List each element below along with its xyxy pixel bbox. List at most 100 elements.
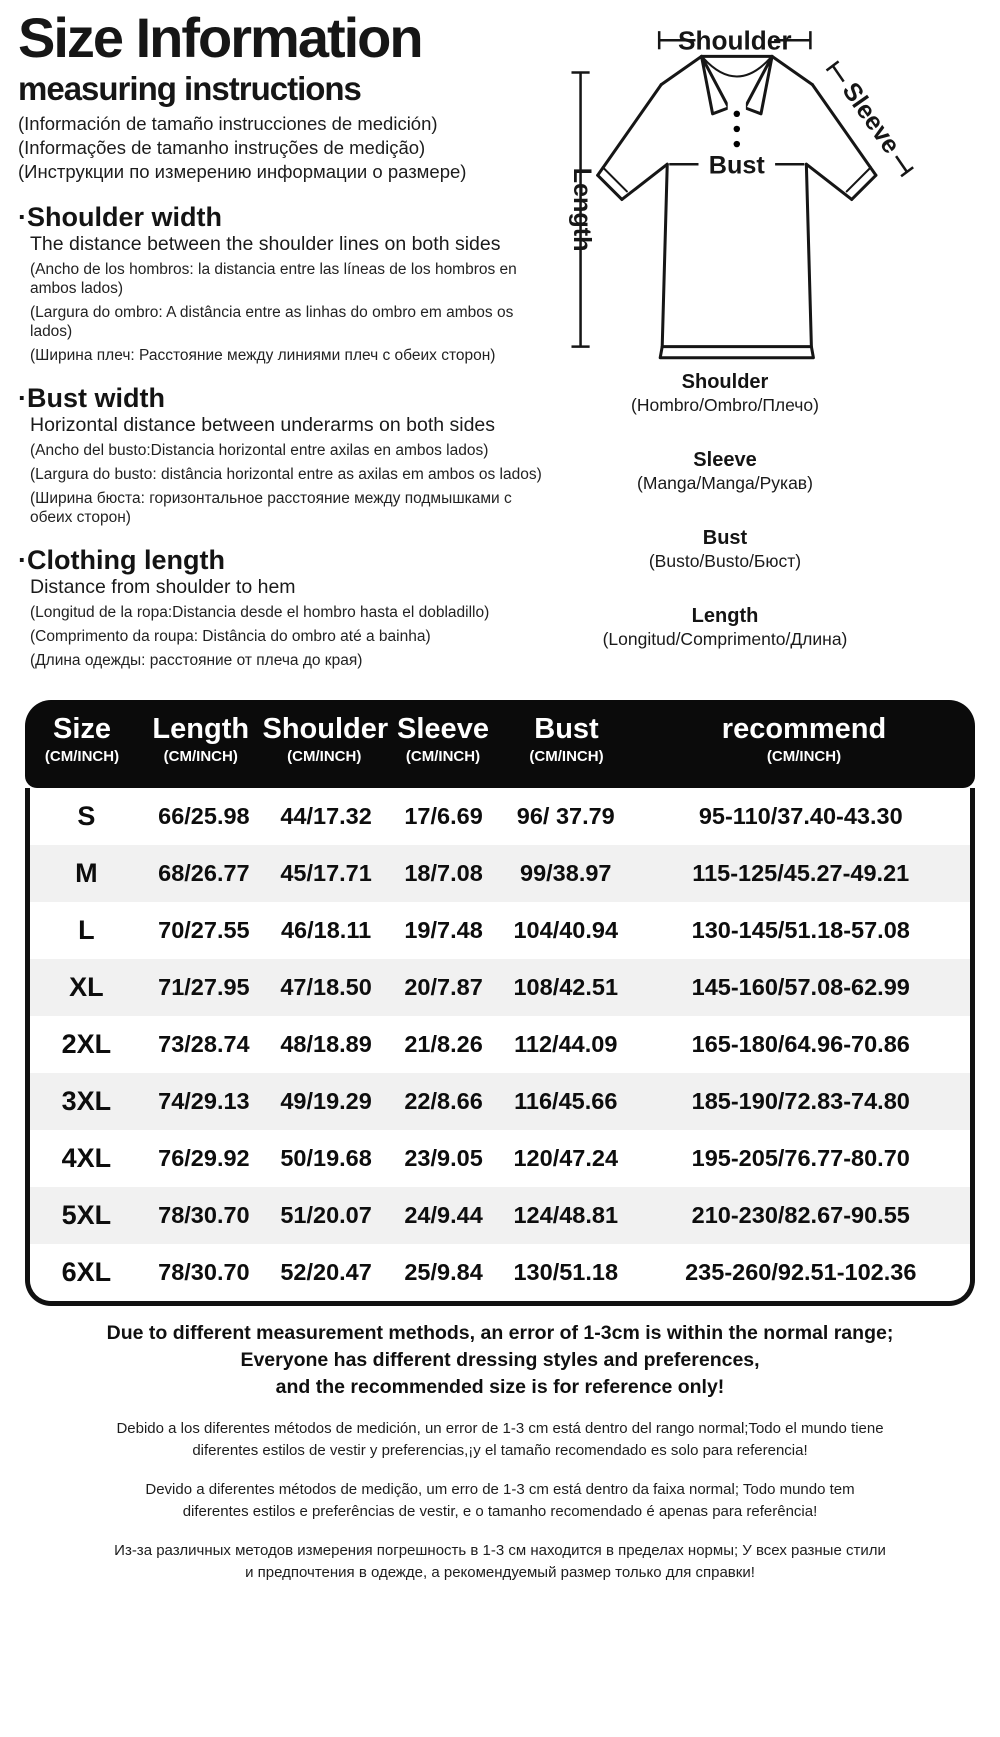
legend-length: Length (Longitud/Comprimento/Длина) bbox=[545, 604, 905, 651]
column-header-length: Length (CM/INCH) bbox=[139, 713, 263, 788]
table-cell: 185-190/72.83-74.80 bbox=[691, 1088, 910, 1114]
table-row-5XL: 5XL 78/30.70 51/20.07 24/9.44 124/48.81 210-2… bbox=[30, 1187, 970, 1244]
section-translations: (Ancho de los hombros: la distancia entr… bbox=[30, 260, 542, 365]
table-cell: 116/45.66 bbox=[514, 1088, 618, 1114]
table-cell: 124/48.81 bbox=[513, 1202, 619, 1228]
section-clothing-length: ·Clothing length Distance from shoulder … bbox=[18, 545, 546, 670]
table-row-S: S 66/25.98 44/17.32 17/6.69 96/ 37.79 95-110/… bbox=[30, 788, 970, 845]
shoulder-measure-label: Shoulder bbox=[678, 25, 791, 55]
sleeve-measure: Sleeve bbox=[825, 60, 914, 178]
size-table-header: Size (CM/INCH) Length (CM/INCH) Shoulder (CM/… bbox=[25, 700, 975, 788]
size-cell: L bbox=[78, 915, 95, 945]
text-line: (Informações de tamanho instruções de me… bbox=[18, 137, 426, 158]
table-cell: 46/18.11 bbox=[280, 917, 372, 943]
column-header-shoulder: Shoulder (CM/INCH) bbox=[263, 713, 389, 788]
table-cell: 78/30.70 bbox=[158, 1202, 250, 1228]
table-cell: 108/42.51 bbox=[513, 974, 619, 1000]
bust-measure: Bust bbox=[669, 151, 805, 179]
column-header-sleeve: Sleeve (CM/INCH) bbox=[386, 713, 500, 788]
section-translations: (Longitud de la ropa:Distancia desde el … bbox=[30, 603, 542, 670]
section-heading-text: Clothing length bbox=[27, 545, 225, 575]
text-line: (Largura do busto: distância horizontal … bbox=[30, 466, 542, 483]
text-line: Из-за различных методов измерения погреш… bbox=[114, 1542, 886, 1559]
section-heading-text: Shoulder width bbox=[27, 202, 222, 232]
size-cell: M bbox=[75, 858, 98, 888]
table-cell: 120/47.24 bbox=[513, 1145, 619, 1171]
section-bust-width: ·Bust width Horizontal distance between … bbox=[18, 383, 546, 527]
size-table: Size (CM/INCH) Length (CM/INCH) Shoulder (CM/… bbox=[25, 700, 975, 1306]
column-header-size: Size (CM/INCH) bbox=[25, 713, 139, 788]
column-unit: (CM/INCH) bbox=[766, 748, 842, 765]
polo-shirt-diagram: Shoulder Length Sleeve bbox=[568, 25, 914, 360]
table-cell: 70/27.55 bbox=[158, 917, 250, 943]
table-cell: 130-145/51.18-57.08 bbox=[691, 917, 910, 943]
section-description: Distance from shoulder to hem bbox=[30, 576, 296, 598]
size-cell: 5XL bbox=[61, 1200, 112, 1230]
note-spanish: Debido a los diferentes métodos de medic… bbox=[25, 1418, 975, 1462]
table-row-L: L 70/27.55 46/18.11 19/7.48 104/40.94 130-145… bbox=[30, 902, 970, 959]
table-cell: 21/8.26 bbox=[404, 1031, 483, 1057]
column-unit: (CM/INCH) bbox=[163, 748, 238, 765]
table-cell: 45/17.71 bbox=[280, 860, 372, 886]
table-row-M: M 68/26.77 45/17.71 18/7.08 99/38.97 115-125/… bbox=[30, 845, 970, 902]
column-header-bust: Bust (CM/INCH) bbox=[500, 713, 633, 788]
section-description: Horizontal distance between underarms on… bbox=[30, 414, 496, 436]
table-cell: 99/38.97 bbox=[520, 860, 612, 886]
legend-bust: Bust (Busto/Busto/Бюст) bbox=[545, 526, 905, 573]
table-cell: 66/25.98 bbox=[158, 803, 250, 829]
legend-translation: (Manga/Manga/Рукав) bbox=[637, 473, 813, 493]
size-table-body: S 66/25.98 44/17.32 17/6.69 96/ 37.79 95-110/… bbox=[25, 788, 975, 1306]
text-line: and the recommended size is for referenc… bbox=[275, 1376, 725, 1398]
size-cell: XL bbox=[69, 972, 104, 1002]
section-shoulder-width: ·Shoulder width The distance between the… bbox=[18, 202, 546, 365]
table-cell: 50/19.68 bbox=[280, 1145, 372, 1171]
text-line: (Ширина бюста: горизонтальное расстояние… bbox=[30, 490, 512, 526]
table-cell: 145-160/57.08-62.99 bbox=[691, 974, 910, 1000]
text-line: (Comprimento da roupa: Distância do ombr… bbox=[30, 628, 431, 645]
table-cell: 44/17.32 bbox=[280, 803, 372, 829]
text-line: (Ancho del busto:Distancia horizontal en… bbox=[30, 442, 489, 459]
column-header-recommend: recommend (CM/INCH) bbox=[633, 713, 975, 788]
section-heading: ·Bust width bbox=[18, 383, 546, 413]
legend-sleeve: Sleeve (Manga/Manga/Рукав) bbox=[545, 448, 905, 495]
table-cell: 210-230/82.67-90.55 bbox=[691, 1202, 910, 1228]
note-english: Due to different measurement methods, an… bbox=[25, 1320, 975, 1401]
column-unit: (CM/INCH) bbox=[287, 748, 362, 765]
table-cell: 130/51.18 bbox=[513, 1259, 619, 1285]
section-translations: (Ancho del busto:Distancia horizontal en… bbox=[30, 441, 542, 527]
table-cell: 112/44.09 bbox=[514, 1031, 618, 1057]
section-heading-text: Bust width bbox=[27, 383, 165, 413]
table-row-2XL: 2XL 73/28.74 48/18.89 21/8.26 112/44.09 165-1… bbox=[30, 1016, 970, 1073]
section-description: The distance between the shoulder lines … bbox=[30, 233, 501, 255]
column-unit: (CM/INCH) bbox=[529, 748, 604, 765]
shoulder-measure: Shoulder bbox=[657, 25, 812, 55]
length-measure: Length bbox=[568, 71, 596, 348]
legend-label: Bust bbox=[702, 527, 748, 549]
table-row-3XL: 3XL 74/29.13 49/19.29 22/8.66 116/45.66 185-1… bbox=[30, 1073, 970, 1130]
bullet: · bbox=[18, 202, 27, 232]
table-cell: 71/27.95 bbox=[158, 974, 250, 1000]
table-cell: 78/30.70 bbox=[158, 1259, 250, 1285]
column-label: Size bbox=[52, 713, 112, 745]
table-cell: 195-205/76.77-80.70 bbox=[691, 1145, 910, 1171]
bullet: · bbox=[18, 545, 27, 575]
table-cell: 73/28.74 bbox=[158, 1031, 250, 1057]
size-cell: 2XL bbox=[61, 1029, 112, 1059]
table-cell: 95-110/37.40-43.30 bbox=[698, 803, 903, 829]
table-cell: 17/6.69 bbox=[404, 803, 483, 829]
table-cell: 74/29.13 bbox=[158, 1088, 250, 1114]
text-line: (Longitud de la ropa:Distancia desde el … bbox=[30, 604, 490, 621]
table-cell: 23/9.05 bbox=[404, 1145, 483, 1171]
table-cell: 96/ 37.79 bbox=[516, 803, 615, 829]
table-cell: 68/26.77 bbox=[158, 860, 250, 886]
table-cell: 48/18.89 bbox=[280, 1031, 372, 1057]
table-cell: 76/29.92 bbox=[158, 1145, 250, 1171]
column-label: Length bbox=[152, 713, 250, 745]
column-unit: (CM/INCH) bbox=[405, 748, 481, 765]
table-cell: 104/40.94 bbox=[513, 917, 619, 943]
table-cell: 165-180/64.96-70.86 bbox=[691, 1031, 910, 1057]
column-label: recommend bbox=[721, 713, 887, 745]
note-russian: Из-за различных методов измерения погреш… bbox=[25, 1540, 975, 1584]
table-cell: 18/7.08 bbox=[404, 860, 483, 886]
